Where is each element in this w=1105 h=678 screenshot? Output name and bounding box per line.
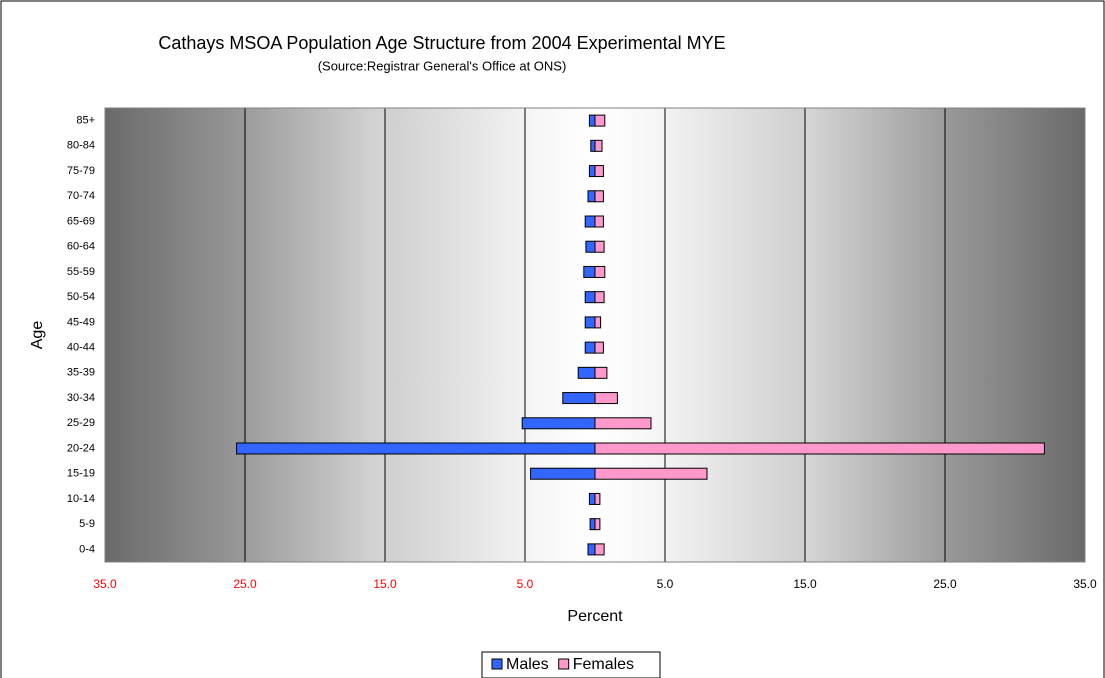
y-tick-label: 15-19 (67, 468, 95, 480)
bar (589, 518, 596, 531)
x-tick-label: 5.0 (517, 577, 534, 591)
bar (584, 341, 596, 354)
bar (588, 165, 596, 178)
bar (562, 392, 596, 405)
bar (594, 442, 1045, 455)
x-tick-label: 25.0 (933, 577, 957, 591)
x-tick-label: 35.0 (93, 577, 117, 591)
background-band (805, 108, 945, 562)
x-tick-label: 25.0 (233, 577, 257, 591)
y-axis-label: Age (29, 321, 46, 350)
y-tick-label: 60-64 (67, 241, 95, 253)
bar (587, 190, 596, 203)
bar (594, 392, 618, 405)
bar (594, 366, 608, 379)
legend-label: Males (506, 656, 549, 673)
bar (590, 139, 596, 152)
bar (594, 518, 601, 531)
bar (594, 467, 708, 480)
x-tick-label: 5.0 (657, 577, 674, 591)
y-tick-label: 55-59 (67, 266, 95, 278)
plot-background (105, 108, 1085, 562)
bar (587, 543, 596, 556)
bar (583, 265, 596, 278)
background-band (665, 108, 805, 562)
bar (577, 366, 596, 379)
y-tick-label: 75-79 (67, 165, 95, 177)
x-axis-label: Percent (567, 608, 623, 625)
y-tick-label: 80-84 (67, 140, 95, 152)
y-tick-label: 65-69 (67, 215, 95, 227)
background-band (945, 108, 1085, 562)
y-tick-label: 40-44 (67, 342, 95, 354)
bar (584, 291, 596, 304)
bar (585, 240, 596, 253)
bar (594, 291, 605, 304)
y-tick-label: 5-9 (79, 518, 95, 530)
bar (594, 240, 605, 253)
bar (521, 417, 596, 430)
bar (594, 417, 652, 430)
bar (588, 114, 596, 127)
bar (594, 114, 606, 127)
legend-swatch (491, 658, 503, 670)
bar (594, 341, 604, 354)
bar (584, 316, 596, 329)
legend-swatch (558, 658, 570, 670)
y-tick-label: 35-39 (67, 367, 95, 379)
background-band (105, 108, 245, 562)
y-tick-label: 20-24 (67, 442, 95, 454)
x-tick-label: 15.0 (793, 577, 817, 591)
bar (594, 492, 601, 505)
legend-box (481, 651, 661, 678)
x-tick-label: 35.0 (1073, 577, 1097, 591)
chart-subtitle: (Source:Registrar General's Office at ON… (318, 58, 567, 73)
bar (594, 543, 605, 556)
y-tick-label: 50-54 (67, 291, 95, 303)
bar (594, 165, 604, 178)
background-band (385, 108, 525, 562)
y-tick-label: 45-49 (67, 316, 95, 328)
legend-label: Females (573, 656, 634, 673)
y-tick-label: 30-34 (67, 392, 95, 404)
bar (594, 215, 604, 228)
bar (584, 215, 596, 228)
bar (594, 190, 604, 203)
bar (236, 442, 596, 455)
y-tick-label: 85+ (76, 115, 95, 127)
bar (588, 492, 596, 505)
background-band (245, 108, 385, 562)
y-tick-label: 10-14 (67, 493, 95, 505)
bar (594, 139, 603, 152)
bar (594, 265, 606, 278)
bar (530, 467, 596, 480)
x-tick-label: 15.0 (373, 577, 397, 591)
chart-title: Cathays MSOA Population Age Structure fr… (158, 33, 725, 53)
bar (594, 316, 602, 329)
y-tick-label: 25-29 (67, 417, 95, 429)
y-tick-label: 70-74 (67, 190, 95, 202)
background-band (525, 108, 665, 562)
plot-border (104, 107, 1086, 563)
y-tick-label: 0-4 (79, 543, 95, 555)
